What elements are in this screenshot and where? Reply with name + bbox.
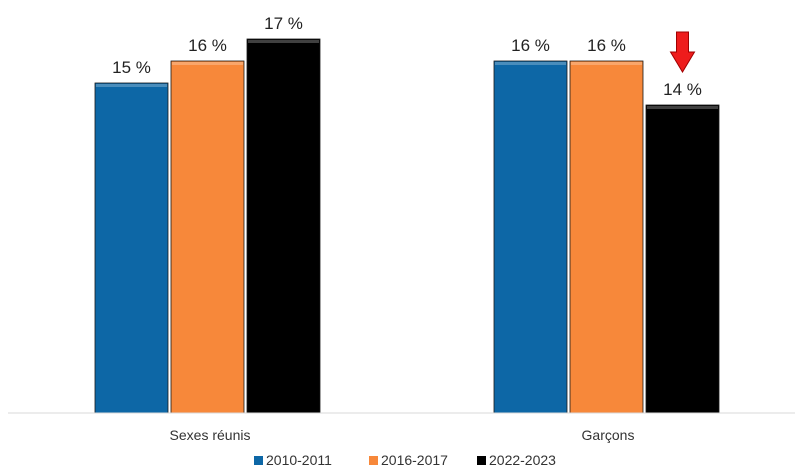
bar-bevel — [495, 62, 566, 65]
legend-swatch-2022-2023 — [477, 456, 486, 465]
bar-gar-ons-2022-2023 — [645, 104, 720, 414]
legend-swatch-2010-2011 — [254, 456, 263, 465]
value-label-gar-ons-2010-2011: 16 % — [511, 36, 550, 55]
bar-gar-ons-2016-2017 — [569, 60, 644, 414]
category-label-gar-ons: Garçons — [582, 427, 635, 443]
legend-label-2022-2023: 2022-2023 — [489, 452, 556, 467]
bar-gar-ons-2010-2011 — [493, 60, 568, 414]
bar-bevel — [248, 40, 319, 43]
category-label-sexes-r-unis: Sexes réunis — [170, 427, 251, 443]
legend-label-2016-2017: 2016-2017 — [381, 452, 448, 467]
value-label-gar-ons-2016-2017: 16 % — [587, 36, 626, 55]
bar-bevel — [647, 106, 718, 109]
bar-sexes-r-unis-2022-2023 — [246, 38, 321, 414]
bar-bevel — [96, 84, 167, 87]
legend-label-2010-2011: 2010-2011 — [266, 452, 332, 467]
bar-bevel — [571, 62, 642, 65]
down-arrow-icon — [669, 31, 696, 73]
bars-group — [94, 38, 720, 414]
bar-sexes-r-unis-2016-2017 — [170, 60, 245, 414]
legend: 2010-2011 2016-2017 2022-2023 — [254, 452, 556, 467]
annotations-group — [669, 31, 696, 73]
category-labels-group: Sexes réunis Garçons — [170, 427, 635, 443]
value-label-gar-ons-2022-2023: 14 % — [663, 80, 702, 99]
bar-sexes-r-unis-2010-2011 — [94, 82, 169, 414]
value-label-sexes-r-unis-2010-2011: 15 % — [112, 58, 151, 77]
bar-bevel — [172, 62, 243, 65]
value-label-sexes-r-unis-2016-2017: 16 % — [188, 36, 227, 55]
value-labels-group: 15 % 16 % 17 % 16 % 16 % 14 % — [112, 14, 702, 99]
legend-swatch-2016-2017 — [369, 456, 378, 465]
value-label-sexes-r-unis-2022-2023: 17 % — [264, 14, 303, 33]
